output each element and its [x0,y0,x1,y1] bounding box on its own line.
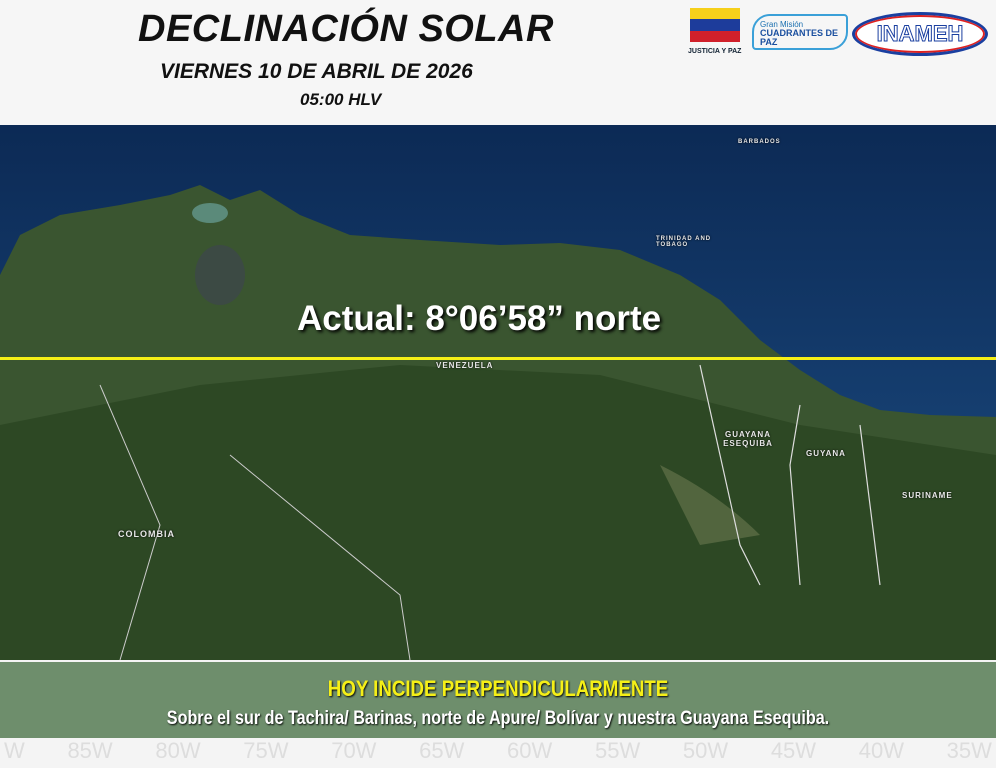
date: VIERNES 10 DE ABRIL DE 2026 [160,60,473,83]
info-banner: HOY INCIDE PERPENDICULARMENTE Sobre el s… [0,662,996,738]
inameh-logo: INAMEH [852,12,988,56]
label-colombia: COLOMBIA [118,529,175,539]
axis-label: 50W [682,738,729,763]
label-guyana: GUYANA [806,449,846,458]
longitude-axis: W 85W 80W 75W 70W 65W 60W 55W 50W 45W 40… [0,738,996,768]
axis-label: 35W [946,738,992,763]
time: 05:00 HLV [300,90,382,109]
header: DECLINACIÓN SOLAR VIERNES 10 DE ABRIL DE… [0,0,996,125]
satellite-map: VENEZUELA COLOMBIA GUAYANA ESEQUIBA GUYA… [0,125,996,660]
axis-label: 75W [243,738,289,763]
label-trinidad: TRINIDAD AND TOBAGO [656,236,712,248]
banner-detail: Sobre el sur de Tachira/ Barinas, norte … [166,708,830,729]
cuadrantes-top: Gran Misión [760,20,804,29]
axis-label: W [4,738,25,763]
axis-label: 80W [155,738,201,763]
axis-label: 65W [419,738,465,763]
axis-label: 60W [507,738,553,763]
label-esequiba: GUAYANA ESEQUIBA [723,430,773,448]
label-suriname: SURINAME [902,491,953,500]
declination-label: Actual: 8°06’58” norte [297,299,662,338]
axis-label: 45W [770,738,817,763]
label-venezuela: VENEZUELA [436,361,494,370]
declination-line [0,357,996,360]
banner-headline: HOY INCIDE PERPENDICULARMENTE [327,676,669,701]
justicia-y-paz-label: JUSTICIA Y PAZ [688,48,742,55]
cuadrantes-de-paz-logo: Gran Misión CUADRANTES DE PAZ [752,14,848,50]
axis-label: 40W [858,738,904,763]
venezuela-flag-logo [690,8,740,42]
axis-label: 85W [67,738,113,763]
label-barbados: BARBADOS [738,139,781,145]
map-terrain [0,125,996,660]
cuadrantes-main: CUADRANTES DE PAZ [760,28,839,47]
axis-label: 70W [331,738,377,763]
page-title: DECLINACIÓN SOLAR [138,8,554,50]
axis-label: 55W [594,738,641,763]
